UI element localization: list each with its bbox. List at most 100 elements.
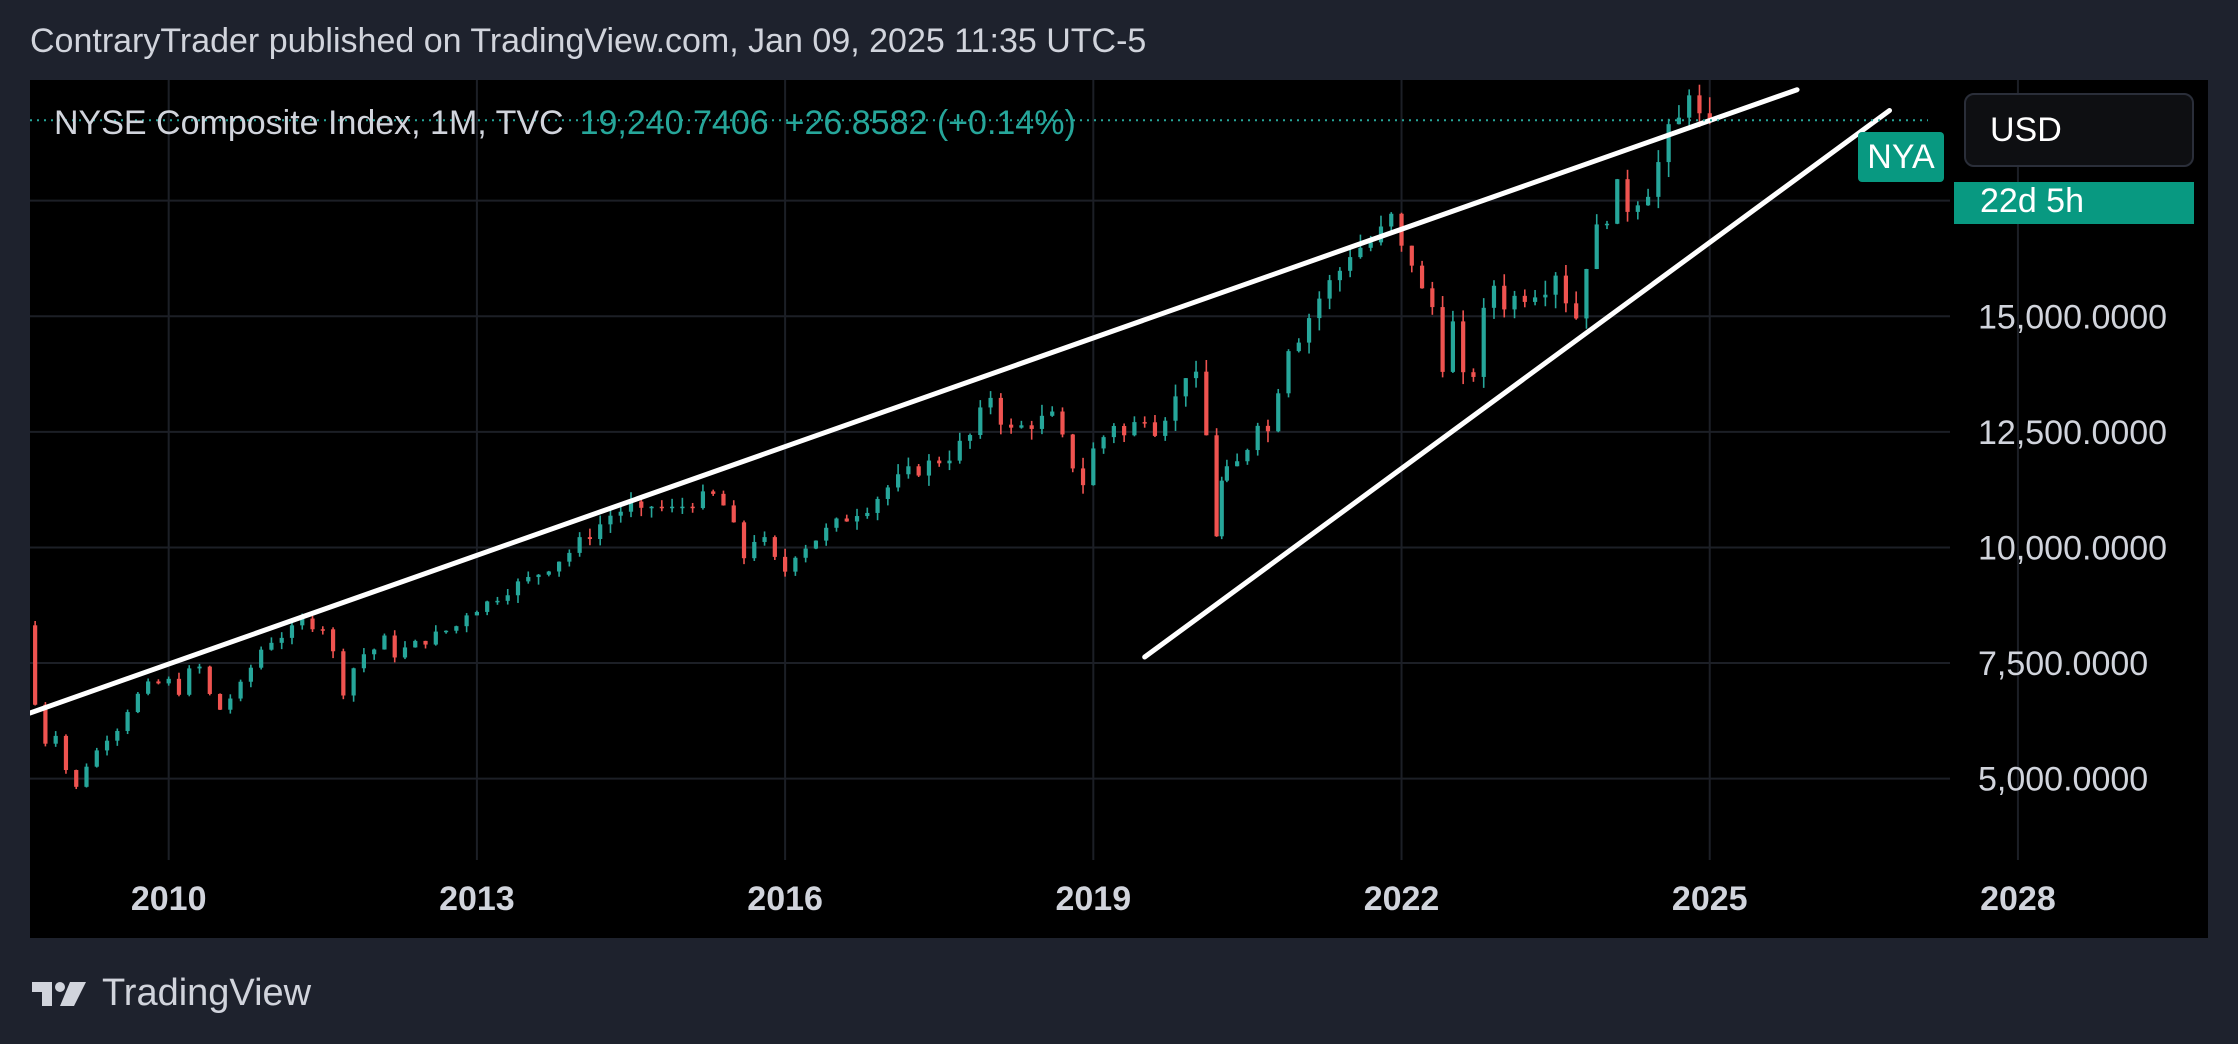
candle-body bbox=[423, 640, 428, 645]
candle-body bbox=[1635, 205, 1640, 212]
candle-body bbox=[1193, 371, 1199, 379]
candle-body bbox=[1255, 425, 1260, 451]
candle-body bbox=[94, 750, 99, 767]
candle-body bbox=[1419, 265, 1425, 289]
candle-body bbox=[1512, 295, 1517, 310]
candle-body bbox=[361, 654, 366, 669]
trendline[interactable] bbox=[30, 87, 1800, 716]
candle-body bbox=[577, 537, 582, 553]
candle-body bbox=[1029, 425, 1034, 429]
candle-body bbox=[474, 611, 480, 616]
candle-body bbox=[1584, 269, 1589, 319]
candle-body bbox=[330, 629, 336, 652]
candle-body bbox=[1142, 422, 1147, 424]
candle-body bbox=[1502, 285, 1507, 310]
candle-body bbox=[104, 740, 110, 751]
tradingview-logo[interactable]: TradingView bbox=[30, 972, 311, 1015]
candle-body bbox=[1122, 425, 1127, 436]
y-axis-tick-label: 5,000.0000 bbox=[1978, 761, 2148, 799]
candle-body bbox=[1337, 270, 1342, 281]
candle-body bbox=[1091, 448, 1096, 486]
candle-body bbox=[526, 577, 531, 582]
candle-body bbox=[793, 557, 798, 572]
candle-body bbox=[1348, 257, 1353, 271]
bar-countdown-tag: 22d 5h bbox=[1954, 182, 2194, 224]
candle-body bbox=[824, 527, 829, 541]
candle-body bbox=[1543, 294, 1548, 298]
symbol-price-tag: NYA bbox=[1858, 132, 1944, 182]
candle-body bbox=[1645, 196, 1651, 206]
candle-body bbox=[464, 615, 469, 627]
candle-body bbox=[310, 618, 315, 630]
x-axis-tick-label: 2019 bbox=[1055, 880, 1131, 918]
candle-body bbox=[413, 640, 418, 648]
candle-body bbox=[1009, 424, 1014, 428]
candle-body bbox=[1296, 342, 1301, 352]
candlestick-chart[interactable]: 5,000.0000 7,500.0000 10,000.0000 12,500.00… bbox=[30, 80, 2208, 938]
candle-body bbox=[885, 487, 890, 499]
candle-body bbox=[711, 491, 716, 494]
chart-panel[interactable]: 5,000.0000 7,500.0000 10,000.0000 12,500.00… bbox=[30, 80, 2208, 938]
candle-body bbox=[115, 730, 120, 741]
candle-body bbox=[1358, 247, 1363, 258]
candle-body bbox=[1019, 425, 1024, 428]
x-axis-tick-label: 2013 bbox=[439, 880, 515, 918]
y-axis-tick-label: 12,500.0000 bbox=[1978, 414, 2167, 452]
candle-body bbox=[84, 766, 89, 787]
candle-body bbox=[1666, 124, 1671, 163]
x-axis-tick-label: 2028 bbox=[1980, 880, 2056, 918]
trendlines[interactable] bbox=[30, 87, 1893, 716]
candle-body bbox=[618, 511, 623, 516]
candle-body bbox=[854, 516, 860, 522]
y-axis[interactable]: 5,000.0000 7,500.0000 10,000.0000 12,500.00… bbox=[1978, 183, 2167, 799]
candle-body bbox=[947, 460, 952, 464]
footer-brand: TradingView bbox=[102, 972, 312, 1014]
candle-body bbox=[197, 666, 202, 669]
symbol-label: NYSE Composite Index, 1M, TVC bbox=[54, 104, 564, 142]
candle-body bbox=[1697, 95, 1702, 114]
candles bbox=[33, 84, 1712, 790]
candle-body bbox=[896, 474, 901, 488]
x-axis-tick-label: 2016 bbox=[747, 880, 823, 918]
symbol-legend[interactable]: NYSE Composite Index, 1M, TVC 19,240.7406… bbox=[54, 104, 1076, 143]
tradingview-logo-icon bbox=[32, 981, 86, 1006]
candle-body bbox=[1604, 223, 1610, 226]
candle-body bbox=[587, 537, 593, 539]
candle-body bbox=[1327, 280, 1332, 299]
candle-body bbox=[803, 548, 808, 558]
candle-body bbox=[1461, 321, 1466, 373]
currency-selector[interactable]: USD bbox=[1964, 93, 2194, 167]
candle-body bbox=[1574, 303, 1579, 319]
candle-body bbox=[1183, 378, 1188, 397]
candle-body bbox=[454, 626, 459, 631]
candle-body bbox=[772, 537, 777, 557]
candle-body bbox=[372, 649, 377, 655]
candle-body bbox=[1306, 318, 1312, 343]
candle-body bbox=[341, 651, 346, 696]
candle-body bbox=[433, 631, 438, 645]
candle-body bbox=[1111, 425, 1116, 438]
candle-body bbox=[1050, 411, 1055, 416]
candle-body bbox=[176, 678, 182, 695]
candle-body bbox=[1707, 113, 1712, 121]
x-axis[interactable]: 2010 2013 2016 2019 2022 2025 2028 bbox=[131, 880, 2056, 918]
candle-body bbox=[289, 625, 295, 638]
candle-body bbox=[1676, 117, 1682, 125]
candle-body bbox=[1265, 425, 1271, 432]
candle-body bbox=[485, 601, 490, 612]
y-axis-tick-label: 10,000.0000 bbox=[1978, 529, 2167, 567]
candle-body bbox=[783, 556, 788, 572]
candle-body bbox=[1430, 288, 1435, 308]
candle-body bbox=[998, 397, 1003, 425]
candle-body bbox=[978, 407, 983, 436]
candle-body bbox=[166, 678, 171, 684]
candle-body bbox=[680, 506, 685, 509]
trendline[interactable] bbox=[1142, 108, 1893, 660]
x-axis-tick-label: 2010 bbox=[131, 880, 207, 918]
candle-body bbox=[495, 600, 500, 603]
candle-body bbox=[834, 518, 839, 528]
candle-body bbox=[1491, 285, 1497, 308]
publish-header: ContraryTrader published on TradingView.… bbox=[30, 22, 1147, 60]
candle-body bbox=[598, 524, 603, 539]
candle-body bbox=[1656, 162, 1661, 197]
